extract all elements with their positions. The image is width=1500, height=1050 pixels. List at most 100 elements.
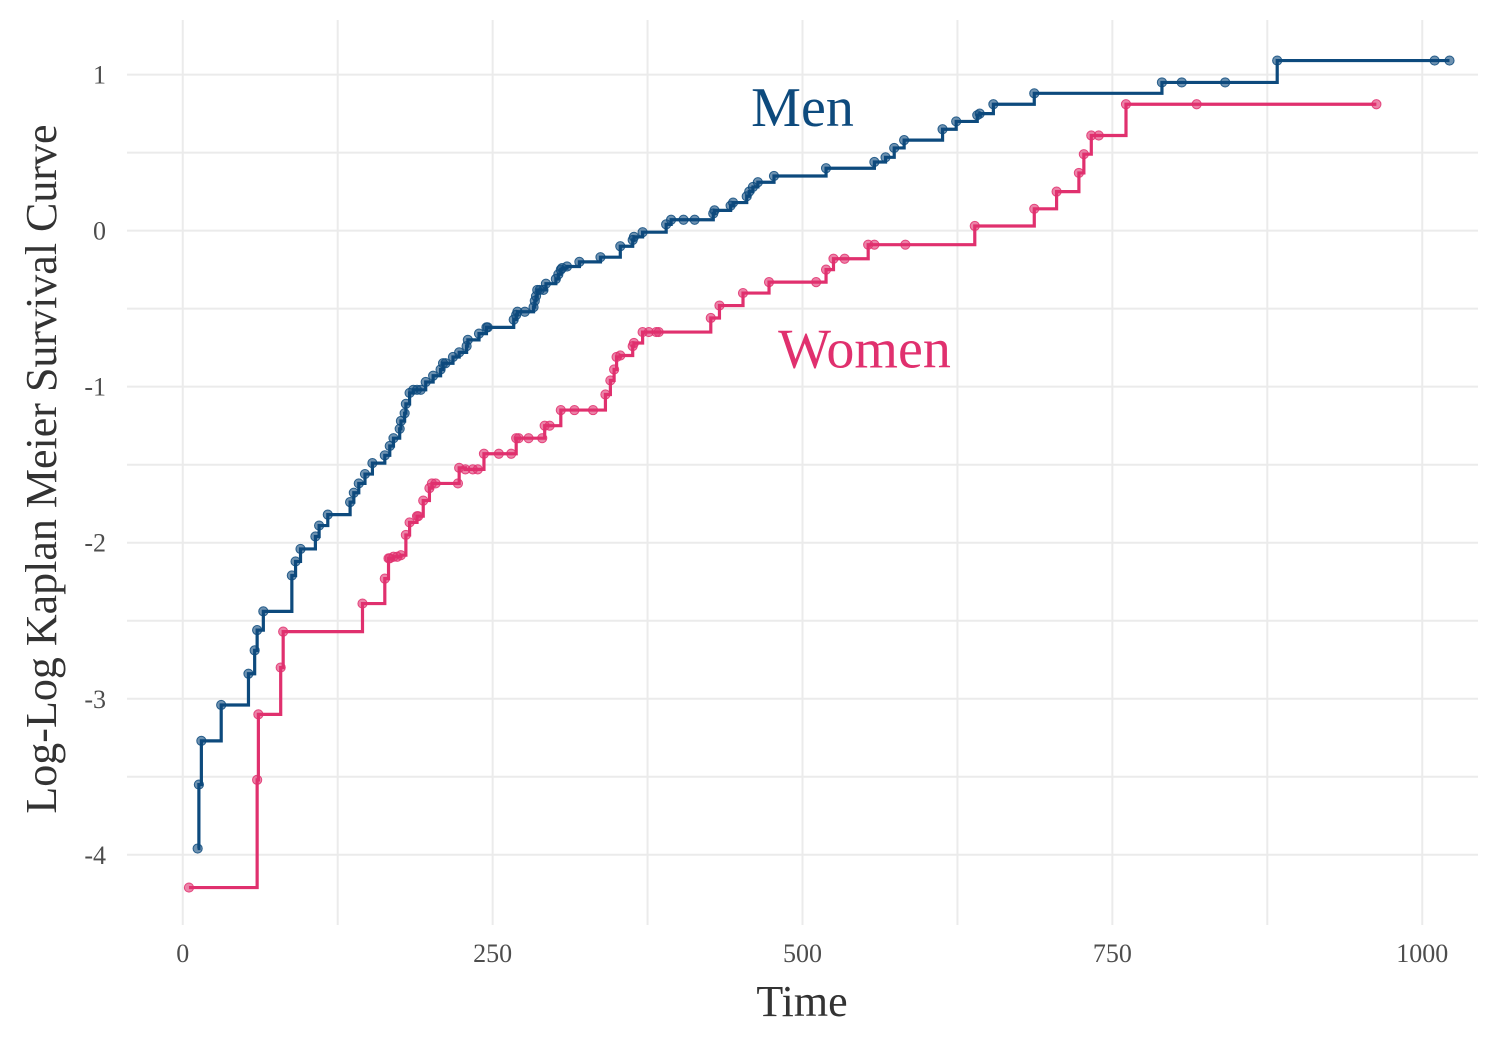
data-point-men [974,108,985,119]
data-point-men [462,334,473,345]
data-point-men [310,531,321,542]
data-point-women [395,550,407,561]
data-point-men [359,468,371,480]
data-point-men [420,376,431,388]
y-axis-ticks: -4 -3 -2 -1 0 1 [84,61,106,870]
series-women [183,99,1382,893]
data-point-women [413,511,424,522]
data-point-women [278,626,289,637]
data-point-men [1220,77,1231,88]
data-point-men [880,152,891,163]
data-point-men [615,241,626,252]
data-point-men [388,433,399,444]
y-tick-label: -2 [84,529,106,558]
data-point-women [1093,130,1104,141]
x-tick-label: 500 [783,939,822,968]
x-tick-label: 0 [176,939,189,968]
data-point-women [400,529,411,541]
data-point-women [569,404,580,416]
data-point-women [811,277,822,288]
data-point-men [193,779,204,790]
data-point-women [537,433,548,444]
data-point-men [869,156,880,168]
x-tick-label: 1000 [1396,939,1448,968]
data-point-men [286,570,297,581]
data-point-women [653,326,664,338]
data-point-men [252,624,263,636]
data-point-women [763,277,775,288]
data-point-men [519,306,530,317]
data-point-men [628,231,640,242]
data-point-women [609,364,620,375]
data-point-men [216,699,227,711]
data-point-women [404,517,415,528]
data-point-women [1073,167,1084,179]
series-men [192,55,1455,854]
y-tick-label: -4 [84,841,106,870]
x-axis-title: Time [756,977,847,1026]
data-point-men [637,227,648,238]
y-tick-label: -3 [84,685,106,714]
data-point-men [1029,88,1040,99]
data-point-women [513,433,524,444]
data-point-women [357,598,368,609]
data-point-men [666,214,677,225]
data-point-men [314,520,325,531]
data-point-women [869,239,880,250]
data-point-women [430,478,441,489]
data-point-men [540,278,552,289]
data-point-women [1051,186,1062,197]
step-line-women [188,102,1377,890]
data-point-women [828,253,839,264]
data-point-women [472,464,483,475]
data-point-men [1176,77,1187,88]
data-point-women [523,433,534,444]
data-point-men [678,214,689,225]
data-point-men [709,205,720,216]
data-point-men [820,163,832,174]
data-point-women [478,448,490,459]
data-point-women [1029,203,1040,214]
data-point-women [628,337,640,349]
data-point-women [1120,99,1132,110]
data-point-women [379,573,390,584]
y-tick-label: -1 [84,373,106,402]
data-point-men [379,450,390,461]
data-point-women [1191,99,1202,110]
data-point-men [454,347,465,358]
y-tick-label: 0 [93,217,106,246]
data-point-men [1444,55,1455,66]
series-labels: Men Women [751,77,951,381]
data-point-women [544,420,555,431]
data-point-women [493,448,504,459]
data-point-women [506,448,517,459]
data-point-men [574,256,585,267]
data-point-men [768,170,780,182]
data-point-women [418,495,429,506]
data-point-men [258,606,269,617]
data-point-men [196,735,207,746]
x-axis-ticks: 0 250 500 750 1000 [176,939,1448,968]
data-point-men [1429,55,1440,66]
data-point-men [1156,77,1168,88]
data-point-men [561,261,573,272]
data-point-women [1078,149,1089,160]
data-point-women [969,220,980,232]
data-point-women [605,375,616,386]
data-point-men [399,408,410,419]
data-point-men [899,135,910,146]
data-point-women [183,882,195,893]
data-point-men [243,668,254,679]
data-point-men [345,497,356,508]
data-point-men [290,556,301,567]
data-point-women [600,389,611,400]
data-point-men [415,384,426,395]
data-point-men [473,328,485,339]
data-point-men [951,116,962,127]
data-point-women [900,239,911,250]
grid [127,20,1478,925]
data-point-men [889,142,900,154]
data-point-women [1371,99,1382,110]
